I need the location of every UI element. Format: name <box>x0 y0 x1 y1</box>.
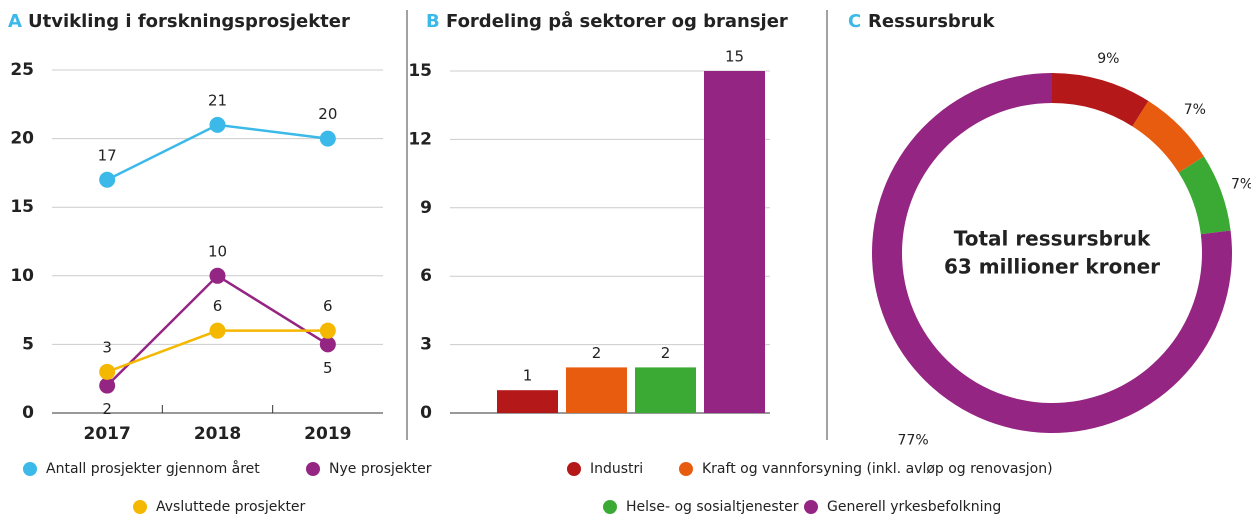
legend-label: Industri <box>590 461 643 477</box>
bar <box>566 367 627 413</box>
point <box>319 322 336 339</box>
y-tick-label: 9 <box>420 198 432 218</box>
y-tick-label: 5 <box>22 334 34 354</box>
point <box>99 171 116 188</box>
legend-marker <box>804 500 818 514</box>
point <box>99 363 116 380</box>
bar <box>635 367 696 413</box>
legend-label: Generell yrkesbefolkning <box>827 499 1001 515</box>
data-label: 6 <box>323 297 333 315</box>
y-tick-label: 15 <box>408 61 432 81</box>
data-label: 5 <box>323 359 333 377</box>
data-label: 77% <box>898 433 929 449</box>
center-text: Total ressursbruk <box>954 227 1151 251</box>
legend-label: Antall prosjekter gjennom året <box>46 460 260 477</box>
point <box>209 322 226 339</box>
panel-letter: C <box>848 11 861 32</box>
data-label: 17 <box>98 146 117 164</box>
point <box>319 336 336 353</box>
y-tick-label: 12 <box>408 129 432 149</box>
legend-label: Helse- og sosialtjenester <box>626 499 799 515</box>
chart-title: Ressursbruk <box>868 11 995 32</box>
y-tick-label: 15 <box>10 197 34 217</box>
x-tick-label: 2018 <box>194 424 241 444</box>
data-label: 7% <box>1184 102 1206 118</box>
y-tick-label: 0 <box>22 403 34 423</box>
legend-marker <box>603 500 617 514</box>
legend-label: Nye prosjekter <box>329 461 432 477</box>
donut-segment <box>1178 156 1231 235</box>
legend-label: Kraft og vannforsyning (inkl. avløp og r… <box>702 461 1053 477</box>
legend-marker <box>23 462 37 476</box>
data-label: 15 <box>725 48 744 66</box>
data-label: 2 <box>661 344 671 362</box>
data-label: 6 <box>213 297 223 315</box>
legend-marker <box>306 462 320 476</box>
data-label: 2 <box>592 344 602 362</box>
data-label: 10 <box>208 242 227 260</box>
donut-segment <box>1132 101 1204 173</box>
y-tick-label: 0 <box>420 403 432 423</box>
y-tick-label: 20 <box>10 129 34 149</box>
chart-title: Fordeling på sektorer og bransjer <box>446 10 788 32</box>
x-tick-label: 2019 <box>304 424 351 444</box>
y-tick-label: 3 <box>420 335 432 355</box>
series-line <box>106 123 328 181</box>
panel-letter: B <box>426 11 440 32</box>
panel-letter: A <box>8 11 22 32</box>
point <box>319 130 336 147</box>
data-label: 9% <box>1097 51 1119 67</box>
legend-marker <box>679 462 693 476</box>
donut-segment <box>1052 73 1149 127</box>
data-label: 20 <box>318 105 337 123</box>
legend-marker <box>133 500 147 514</box>
y-tick-label: 6 <box>420 266 432 286</box>
x-tick-label: 2017 <box>84 424 131 444</box>
point <box>209 116 226 133</box>
data-label: 7% <box>1231 177 1251 193</box>
bar <box>704 71 765 413</box>
y-tick-label: 10 <box>10 266 34 286</box>
data-label: 1 <box>523 367 533 385</box>
data-label: 3 <box>102 338 112 356</box>
point <box>209 267 226 284</box>
data-label: 21 <box>208 91 227 109</box>
legend-label: Avsluttede prosjekter <box>156 499 306 515</box>
legend-marker <box>567 462 581 476</box>
bar <box>497 390 558 413</box>
data-label: 2 <box>102 400 112 418</box>
point <box>99 377 116 394</box>
center-text: 63 millioner kroner <box>944 255 1160 279</box>
chart-title: Utvikling i forskningsprosjekter <box>28 11 350 32</box>
y-tick-label: 25 <box>10 60 34 80</box>
